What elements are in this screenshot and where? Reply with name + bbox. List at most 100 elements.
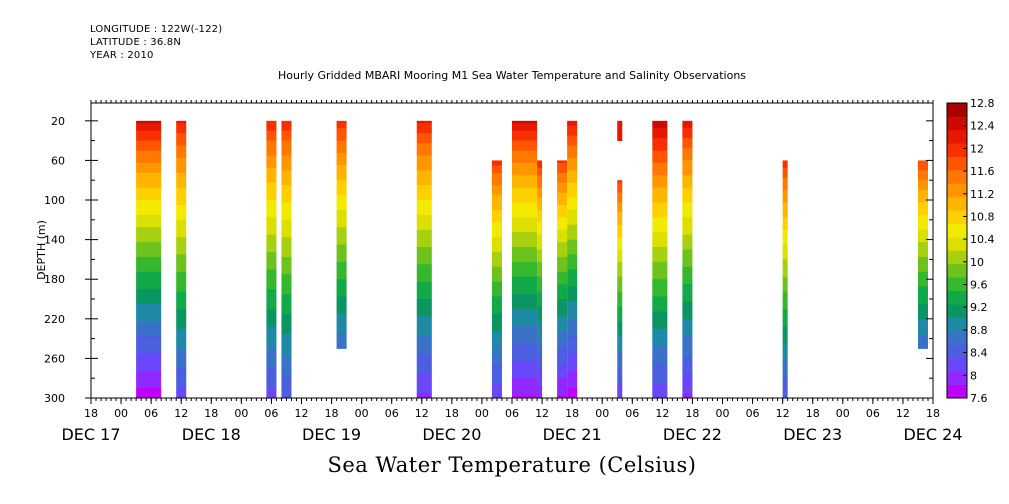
temperature-cell — [782, 229, 788, 233]
temperature-cell — [682, 165, 693, 169]
temperature-cell — [617, 247, 623, 250]
temperature-cell — [652, 232, 668, 236]
temperature-cell — [567, 380, 578, 384]
temperature-cell — [136, 229, 162, 233]
temperature-cell — [512, 239, 538, 243]
temperature-cell — [281, 214, 292, 218]
temperature-cell — [682, 138, 693, 142]
temperature-cell — [917, 284, 928, 288]
temperature-cell — [567, 247, 578, 250]
temperature-cell — [512, 227, 538, 231]
temperature-cell — [917, 343, 928, 347]
temperature-cell — [537, 197, 543, 201]
temperature-cell — [176, 140, 187, 144]
temperature-cell — [336, 120, 347, 124]
temperature-cell — [782, 341, 788, 344]
temperature-cell — [512, 247, 538, 250]
temperature-column — [176, 120, 187, 399]
temperature-cell — [782, 232, 788, 236]
temperature-cell — [567, 378, 578, 382]
temperature-cell — [512, 368, 538, 372]
temperature-cell — [136, 256, 162, 260]
temperature-cell — [652, 234, 668, 238]
temperature-cell — [537, 251, 543, 255]
temperature-cell — [512, 321, 538, 325]
temperature-cell — [652, 242, 668, 245]
temperature-cell — [537, 185, 543, 189]
temperature-cell — [617, 338, 623, 342]
temperature-cell — [336, 209, 347, 213]
temperature-cell — [652, 368, 668, 372]
temperature-cell — [176, 200, 187, 203]
temperature-cell — [537, 281, 543, 285]
temperature-cell — [176, 308, 187, 312]
temperature-cell — [537, 360, 543, 364]
temperature-cell — [136, 167, 162, 171]
temperature-cell — [136, 249, 162, 253]
latitude-label: LATITUDE : 36.8N — [90, 37, 182, 48]
temperature-cell — [416, 308, 432, 312]
colorbar-swatch — [947, 250, 967, 265]
temperature-cell — [491, 279, 502, 283]
temperature-cell — [917, 180, 928, 184]
temperature-cell — [491, 363, 502, 367]
temperature-cell — [617, 308, 623, 312]
temperature-cell — [281, 333, 292, 337]
temperature-cell — [336, 276, 347, 280]
temperature-cell — [557, 375, 568, 379]
temperature-cell — [266, 140, 277, 144]
temperature-cell — [266, 214, 277, 218]
temperature-cell — [336, 192, 347, 196]
temperature-cell — [652, 152, 668, 156]
temperature-cell — [266, 338, 277, 342]
temperature-cell — [782, 190, 788, 193]
temperature-cell — [557, 249, 568, 253]
temperature-cell — [512, 232, 538, 236]
temperature-cell — [557, 299, 568, 302]
temperature-cell — [682, 239, 693, 243]
temperature-cell — [557, 214, 568, 218]
temperature-cell — [176, 222, 187, 226]
temperature-cell — [567, 232, 578, 236]
temperature-cell — [512, 237, 538, 241]
temperature-cell — [266, 195, 277, 198]
temperature-cell — [567, 237, 578, 241]
temperature-cell — [652, 214, 668, 218]
temperature-cell — [416, 209, 432, 213]
temperature-cell — [557, 217, 568, 221]
temperature-cell — [567, 197, 578, 201]
temperature-cell — [176, 313, 187, 317]
temperature-cell — [512, 170, 538, 174]
temperature-cell — [682, 209, 693, 213]
temperature-cell — [567, 148, 578, 151]
x-hour-label: 00 — [475, 407, 489, 420]
temperature-cell — [917, 177, 928, 181]
temperature-cell — [176, 155, 187, 159]
temperature-cell — [136, 348, 162, 352]
temperature-cell — [136, 299, 162, 302]
temperature-cell — [281, 145, 292, 149]
temperature-cell — [617, 138, 623, 142]
temperature-cell — [281, 187, 292, 191]
temperature-cell — [617, 331, 623, 335]
temperature-cell — [512, 162, 538, 166]
temperature-cell — [176, 120, 187, 124]
temperature-cell — [336, 259, 347, 263]
temperature-cell — [567, 395, 578, 399]
temperature-cell — [782, 353, 788, 357]
temperature-cell — [557, 264, 568, 268]
temperature-cell — [266, 355, 277, 359]
temperature-cell — [557, 222, 568, 226]
temperature-cell — [176, 190, 187, 193]
temperature-cell — [782, 373, 788, 377]
temperature-cell — [266, 234, 277, 238]
x-hour-label: 18 — [926, 407, 940, 420]
colorbar-swatch — [947, 156, 967, 171]
temperature-cell — [682, 358, 693, 362]
temperature-cell — [782, 331, 788, 335]
temperature-cell — [336, 155, 347, 159]
temperature-cell — [917, 313, 928, 317]
temperature-cell — [336, 207, 347, 211]
temperature-cell — [537, 200, 543, 203]
temperature-cell — [682, 286, 693, 290]
